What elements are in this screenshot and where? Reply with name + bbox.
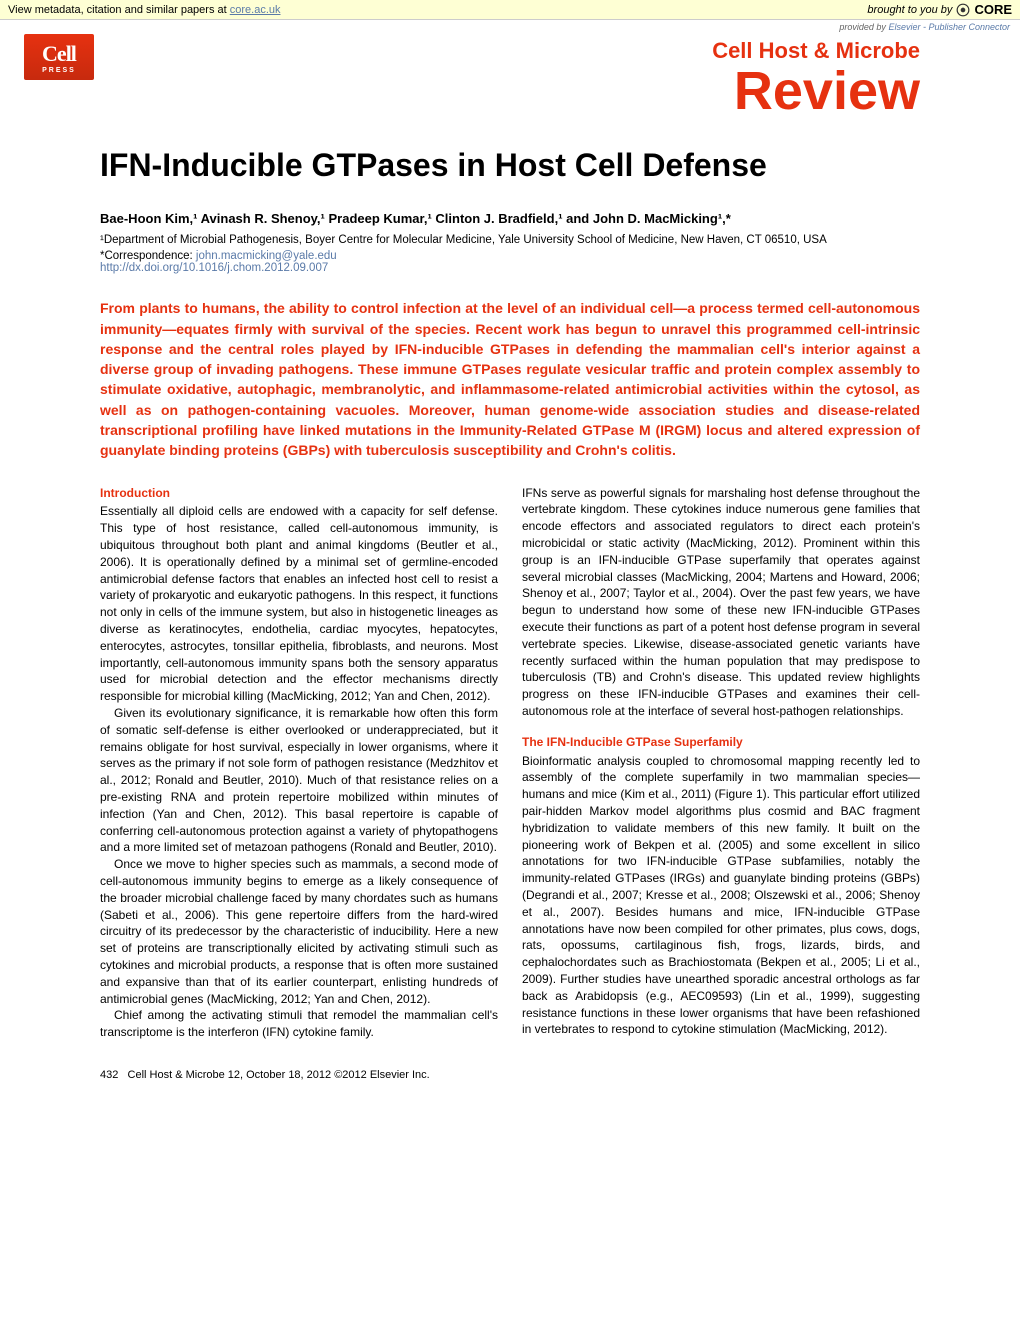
core-link[interactable]: core.ac.uk	[230, 4, 281, 16]
footer-citation: Cell Host & Microbe 12, October 18, 2012…	[128, 1069, 430, 1081]
provided-link[interactable]: Elsevier - Publisher Connector	[888, 22, 1010, 32]
banner-text: View metadata, citation and similar pape…	[8, 4, 230, 16]
banner-right: brought to you by CORE	[867, 2, 1012, 17]
doi-link[interactable]: http://dx.doi.org/10.1016/j.chom.2012.09…	[100, 262, 328, 274]
intro-heading: Introduction	[100, 485, 498, 502]
affiliation: ¹Department of Microbial Pathogenesis, B…	[100, 232, 920, 248]
abstract: From plants to humans, the ability to co…	[100, 298, 920, 460]
corresp-label: *Correspondence:	[100, 250, 196, 262]
provided-prefix: provided by	[839, 22, 888, 32]
banner-credit-prefix: brought to you by	[867, 4, 952, 16]
core-icon	[956, 3, 970, 17]
logo-sub: PRESS	[42, 67, 76, 74]
article-body: IFN-Inducible GTPases in Host Cell Defen…	[0, 118, 1020, 1061]
super-para-1: Bioinformatic analysis coupled to chromo…	[522, 753, 920, 1039]
article-type: Review	[94, 64, 920, 118]
header-titles: Cell Host & Microbe Review	[94, 34, 920, 118]
authors: Bae-Hoon Kim,¹ Avinash R. Shenoy,¹ Prade…	[100, 211, 920, 226]
left-column: Introduction Essentially all diploid cel…	[100, 485, 498, 1041]
right-para-1: IFNs serve as powerful signals for marsh…	[522, 485, 920, 720]
page-number: 432	[100, 1069, 118, 1081]
logo-main: Cell	[42, 41, 76, 67]
intro-para-3: Once we move to higher species such as m…	[100, 856, 498, 1007]
intro-para-2: Given its evolutionary significance, it …	[100, 705, 498, 856]
correspondence: *Correspondence: john.macmicking@yale.ed…	[100, 250, 920, 262]
header: Cell PRESS Cell Host & Microbe Review	[0, 34, 1020, 118]
right-column: IFNs serve as powerful signals for marsh…	[522, 485, 920, 1041]
page-footer: 432 Cell Host & Microbe 12, October 18, …	[0, 1061, 1020, 1089]
superfamily-heading: The IFN-Inducible GTPase Superfamily	[522, 734, 920, 751]
intro-para-4: Chief among the activating stimuli that …	[100, 1007, 498, 1041]
banner-left: View metadata, citation and similar pape…	[8, 4, 867, 16]
article-title: IFN-Inducible GTPases in Host Cell Defen…	[100, 148, 920, 183]
cell-press-logo: Cell PRESS	[24, 34, 94, 80]
corresp-email[interactable]: john.macmicking@yale.edu	[196, 250, 337, 262]
metadata-banner: View metadata, citation and similar pape…	[0, 0, 1020, 20]
provided-by: provided by Elsevier - Publisher Connect…	[0, 20, 1020, 34]
intro-para-1: Essentially all diploid cells are endowe…	[100, 503, 498, 705]
body-columns: Introduction Essentially all diploid cel…	[100, 485, 920, 1041]
core-brand: CORE	[974, 2, 1012, 17]
doi: http://dx.doi.org/10.1016/j.chom.2012.09…	[100, 262, 920, 274]
